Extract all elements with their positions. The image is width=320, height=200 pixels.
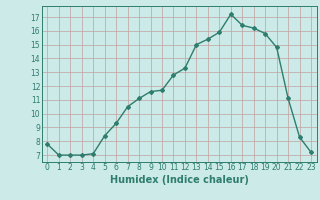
X-axis label: Humidex (Indice chaleur): Humidex (Indice chaleur) [110, 175, 249, 185]
